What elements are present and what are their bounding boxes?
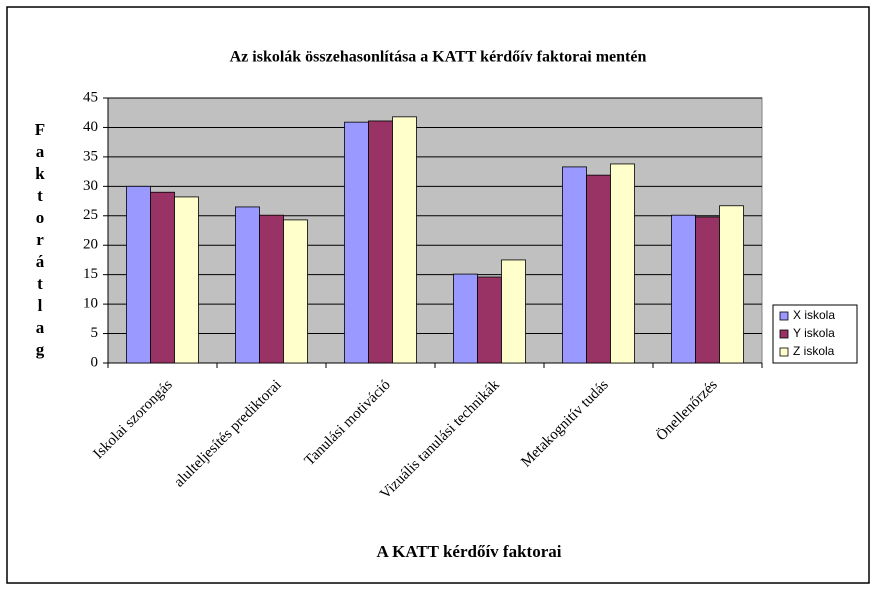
legend-label: Y iskola <box>793 326 835 340</box>
y-tick-label: 10 <box>83 296 98 312</box>
bar <box>453 273 478 364</box>
y-tick-label: 5 <box>91 325 99 341</box>
legend-swatch <box>779 329 789 339</box>
y-tick-label: 45 <box>83 89 98 105</box>
y-tick-label: 30 <box>83 178 98 194</box>
legend-label: X iskola <box>793 308 835 322</box>
chart-title: Az iskolák összehasonlítása a KATT kérdő… <box>230 49 647 66</box>
y-tick-label: 20 <box>83 237 98 253</box>
bar <box>126 185 151 364</box>
y-tick-label: 15 <box>83 266 98 282</box>
bar <box>671 214 696 364</box>
bar <box>719 205 744 364</box>
bar <box>610 163 635 364</box>
y-tick-label: 0 <box>91 354 99 370</box>
bar <box>344 121 369 364</box>
legend-swatch <box>779 347 789 357</box>
bar <box>586 174 611 364</box>
bar <box>150 191 175 364</box>
bar <box>174 196 199 364</box>
bar <box>235 206 260 364</box>
bar <box>695 216 720 364</box>
bar <box>283 219 308 364</box>
y-tick-label: 35 <box>83 148 98 164</box>
bar <box>392 116 417 364</box>
y-tick-label: 25 <box>83 207 98 223</box>
bar <box>562 166 587 364</box>
bar <box>501 259 526 364</box>
x-axis-title: A KATT kérdőív faktorai <box>377 542 562 561</box>
bar <box>259 214 284 364</box>
plot-area <box>107 97 763 364</box>
bar <box>368 120 393 364</box>
y-axis-title: Faktorátlag <box>31 120 50 362</box>
legend-swatch <box>779 311 789 321</box>
legend-label: Z iskola <box>793 344 835 358</box>
y-tick-label: 40 <box>83 119 98 135</box>
bar <box>477 276 502 364</box>
